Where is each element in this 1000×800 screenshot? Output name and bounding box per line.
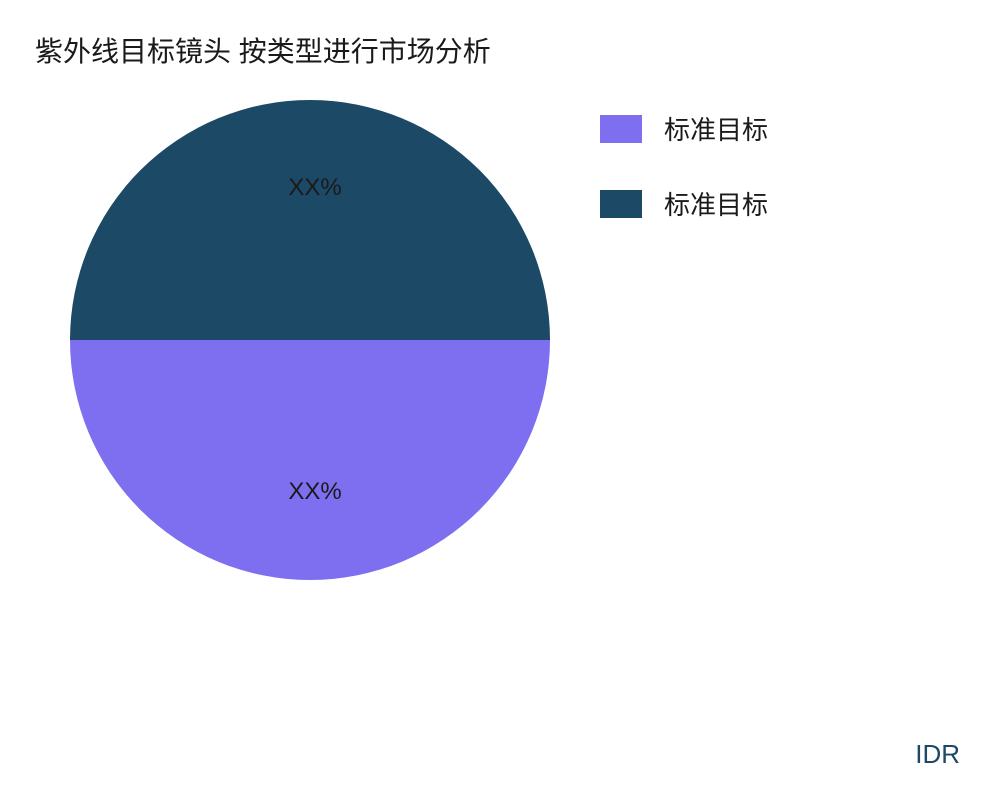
legend-item-0: 标准目标 [600,110,768,147]
legend: 标准目标标准目标 [600,110,768,260]
pie-slice-0 [70,100,550,340]
legend-label-1: 标准目标 [664,185,768,222]
legend-swatch-1 [600,190,642,218]
pie-svg [70,100,550,580]
footer-label: IDR [915,739,960,770]
legend-item-1: 标准目标 [600,185,768,222]
pie-slice-label-0: XX% [288,174,341,202]
chart-title: 紫外线目标镜头 按类型进行市场分析 [35,30,491,70]
legend-label-0: 标准目标 [664,110,768,147]
legend-swatch-0 [600,115,642,143]
pie-slice-1 [70,340,550,580]
pie-chart: XX% XX% [70,100,550,580]
pie-slice-label-1: XX% [288,478,341,506]
